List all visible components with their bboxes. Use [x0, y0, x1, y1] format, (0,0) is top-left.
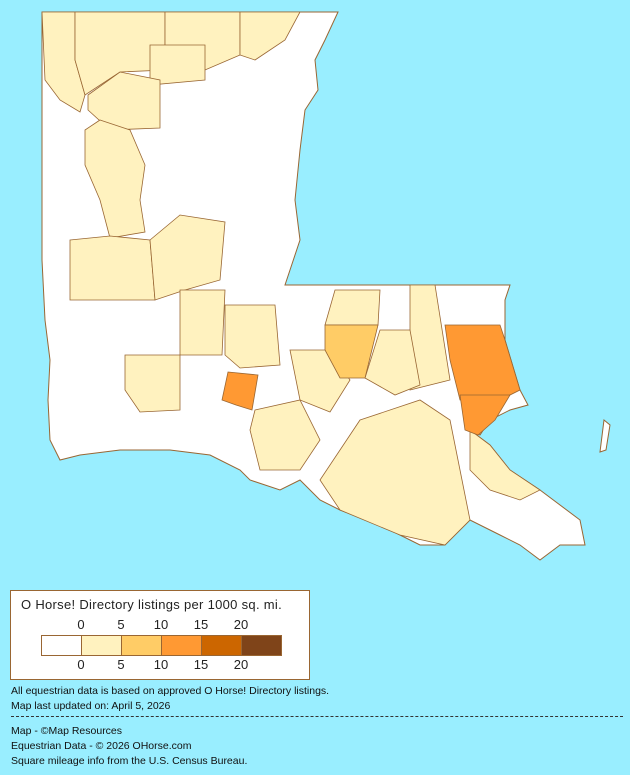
swatch-1 — [82, 636, 122, 655]
swatch-3 — [162, 636, 202, 655]
swatch-4 — [202, 636, 242, 655]
parish-region — [149, 214, 226, 301]
tick: 10 — [153, 657, 169, 672]
tick: 20 — [233, 657, 249, 672]
parish-region — [324, 289, 381, 326]
parish-region — [69, 235, 156, 301]
tick: 5 — [117, 617, 125, 632]
tick: 15 — [193, 617, 209, 632]
divider — [11, 716, 623, 717]
legend-title: O Horse! Directory listings per 1000 sq.… — [21, 597, 283, 612]
parish-region — [221, 371, 259, 411]
parish-region — [459, 394, 511, 436]
data-source-note: All equestrian data is based on approved… — [11, 685, 330, 697]
census-credit: Square mileage info from the U.S. Census… — [11, 755, 248, 767]
swatch-2 — [122, 636, 162, 655]
map-credit: Map - ©Map Resources — [11, 725, 123, 737]
swatch-0 — [42, 636, 82, 655]
parish-region — [124, 354, 181, 413]
tick: 0 — [77, 617, 85, 632]
parish-region — [84, 119, 146, 239]
tick: 15 — [193, 657, 209, 672]
parish-region — [364, 329, 421, 396]
island — [599, 419, 611, 453]
parish-region — [239, 11, 301, 61]
tick: 20 — [233, 617, 249, 632]
tick: 0 — [77, 657, 85, 672]
parish-region — [149, 44, 206, 86]
legend-color-bar — [41, 635, 282, 656]
legend: O Horse! Directory listings per 1000 sq.… — [10, 590, 310, 680]
parish-region — [469, 429, 541, 501]
parish-region — [87, 71, 161, 131]
parish-region — [224, 304, 281, 369]
swatch-5 — [242, 636, 281, 655]
equestrian-credit: Equestrian Data - © 2026 OHorse.com — [11, 740, 192, 752]
parish-region — [249, 399, 321, 471]
tick: 10 — [153, 617, 169, 632]
tick: 5 — [117, 657, 125, 672]
parish-region — [179, 289, 226, 356]
louisiana-parish-map — [41, 11, 611, 561]
parish-region — [319, 399, 471, 546]
parish-region — [324, 324, 379, 379]
updated-note: Map last updated on: April 5, 2026 — [11, 700, 171, 712]
